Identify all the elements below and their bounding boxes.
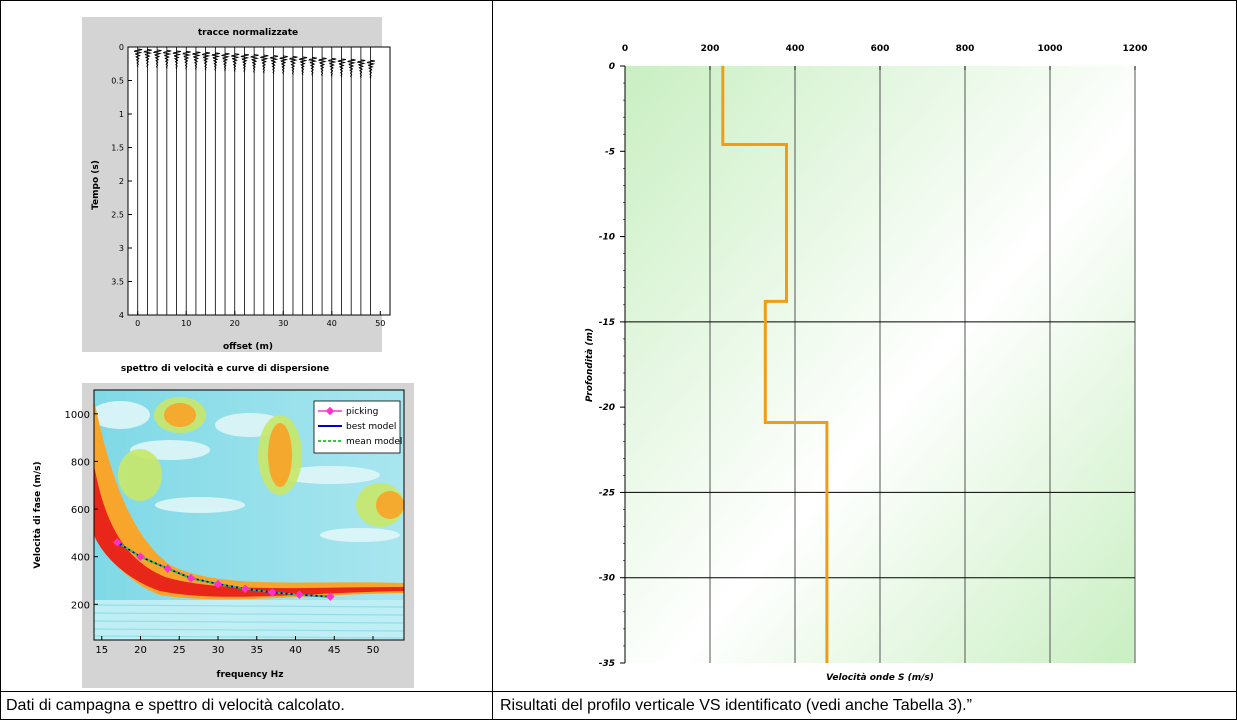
trace-wiggle — [279, 55, 289, 75]
profile-y-tick-label: -5 — [605, 147, 615, 157]
spectrum-legend: picking best model mean model — [313, 400, 402, 454]
profile-y-tick-label: -20 — [599, 403, 615, 413]
profile-x-tick-label: 800 — [956, 44, 975, 54]
trace-wiggle — [201, 51, 211, 71]
spectrum-y-tick-label: 200 — [71, 600, 90, 611]
picking-point — [268, 588, 277, 597]
traces-x-tick-label: 20 — [230, 319, 240, 328]
profile-xlabel: Velocità onde S (m/s) — [826, 673, 934, 683]
trace-wiggle — [230, 53, 240, 73]
trace-wiggle — [366, 59, 376, 79]
profile-x-tick-label: 1000 — [1037, 44, 1062, 54]
traces-y-tick-label: 3 — [119, 244, 124, 253]
spectrum-title: spettro di velocità e curve di dispersio… — [121, 364, 329, 374]
spectrum-chart: spettro di velocità e curve di dispersio… — [33, 364, 414, 688]
spectrum-xlabel: frequency Hz — [217, 670, 284, 680]
profile-x-tick-label: 200 — [701, 44, 720, 54]
traces-x-tick-label: 10 — [181, 319, 191, 328]
trace-wiggle — [240, 53, 250, 73]
trace-wiggle — [182, 50, 192, 70]
profile-x-tick-label: 1200 — [1122, 44, 1147, 54]
traces-y-tick-label: 1.5 — [111, 144, 124, 153]
trace-wiggle — [356, 59, 366, 79]
trace-wiggle — [327, 57, 337, 77]
picking-point — [186, 573, 196, 583]
trace-wiggle — [211, 52, 221, 72]
vs-profile-line — [721, 66, 829, 663]
spectrum-ylabel: Velocità di fase (m/s) — [33, 461, 43, 568]
spectrum-x-tick-label: 15 — [95, 645, 108, 656]
traces-y-tick-label: 4 — [119, 311, 124, 320]
profile-y-tick-label: 0 — [609, 62, 615, 72]
traces-plot-area — [127, 46, 391, 316]
traces-x-tick-label: 50 — [375, 319, 385, 328]
vs-profile-chart: 0 200 400 600 800 1000 1200 0 -5 -10 -15 -20 -25 -30 -… — [585, 44, 1148, 683]
profile-x-tick-label: 600 — [871, 44, 890, 54]
trace-wiggle — [133, 48, 143, 68]
traces-y-tick-label: 2.5 — [111, 211, 124, 220]
trace-wiggle — [259, 54, 269, 74]
spectrum-x-tick-label: 35 — [250, 645, 263, 656]
traces-ylabel: Tempo (s) — [91, 160, 101, 210]
traces-xlabel: offset (m) — [223, 342, 273, 352]
spectrum-x-tick-label: 50 — [367, 645, 380, 656]
spectrum-y-tick-label: 600 — [71, 505, 90, 516]
traces-y-tick-label: 3.5 — [111, 278, 124, 287]
profile-y-tick-label: -15 — [599, 318, 615, 328]
traces-y-tick-label: 2 — [119, 177, 124, 186]
right-caption: Risultati del profilo verticale VS ident… — [500, 697, 972, 714]
traces-y-tick-label: 1 — [119, 110, 124, 119]
picking-point — [295, 590, 304, 600]
profile-y-tick-label: -30 — [599, 574, 615, 584]
spectrum-y-tick-label: 1000 — [65, 410, 90, 421]
trace-wiggle — [192, 51, 201, 71]
left-caption: Dati di campagna e spettro di velocità c… — [6, 697, 345, 714]
trace-wiggle — [318, 57, 327, 77]
profile-x-tick-label: 0 — [622, 44, 628, 54]
trace-wiggle — [288, 56, 298, 75]
profile-ylabel: Profondità (m) — [585, 328, 595, 402]
traces-x-tick-label: 30 — [278, 319, 288, 328]
trace-wiggle — [143, 49, 153, 68]
picking-point — [113, 538, 122, 547]
mean-model-line — [116, 541, 331, 598]
spectrum-y-tick-label: 800 — [71, 457, 90, 468]
spectrum-x-tick-label: 20 — [134, 645, 147, 656]
spectrum-y-tick-label: 400 — [71, 553, 90, 564]
traces-chart: 0 10 20 30 40 50 0 0.5 1 1.5 2 2.5 3 3.5 4 tracce norm… — [82, 17, 391, 352]
picking-point — [213, 579, 223, 589]
trace-wiggle — [162, 49, 172, 69]
traces-title: tracce normalizzate — [198, 28, 298, 38]
trace-wiggle — [172, 50, 182, 70]
traces-y-tick-label: 0.5 — [111, 77, 124, 86]
traces-x-tick-label: 40 — [327, 319, 337, 328]
trace-wiggle — [337, 58, 347, 78]
spectrum-plot-border — [93, 389, 405, 641]
traces-y-tick-label: 0 — [119, 43, 124, 52]
picking-point — [326, 592, 335, 601]
trace-wiggle — [153, 49, 162, 69]
trace-wiggle — [308, 57, 318, 76]
legend-mean-model-label: mean model — [346, 437, 402, 447]
picking-point — [240, 584, 250, 594]
spectrum-x-tick-label: 40 — [289, 645, 302, 656]
picking-point — [163, 564, 172, 573]
profile-y-tick-label: -10 — [599, 233, 615, 243]
spectrum-x-tick-label: 45 — [328, 645, 341, 656]
trace-wiggle — [347, 58, 356, 78]
spectrum-x-tick-label: 25 — [173, 645, 186, 656]
traces-x-tick-label: 0 — [135, 319, 140, 328]
picking-point — [136, 552, 145, 561]
trace-wiggle — [269, 55, 279, 74]
profile-y-tick-label: -35 — [599, 659, 615, 669]
profile-x-tick-label: 400 — [786, 44, 805, 54]
trace-wiggle — [250, 54, 259, 73]
trace-wiggle — [298, 56, 308, 76]
legend-best-model-label: best model — [346, 422, 396, 432]
profile-y-tick-label: -25 — [599, 488, 615, 498]
legend-picking-label: picking — [346, 407, 378, 417]
trace-wiggle — [221, 52, 230, 72]
spectrum-x-tick-label: 30 — [212, 645, 225, 656]
